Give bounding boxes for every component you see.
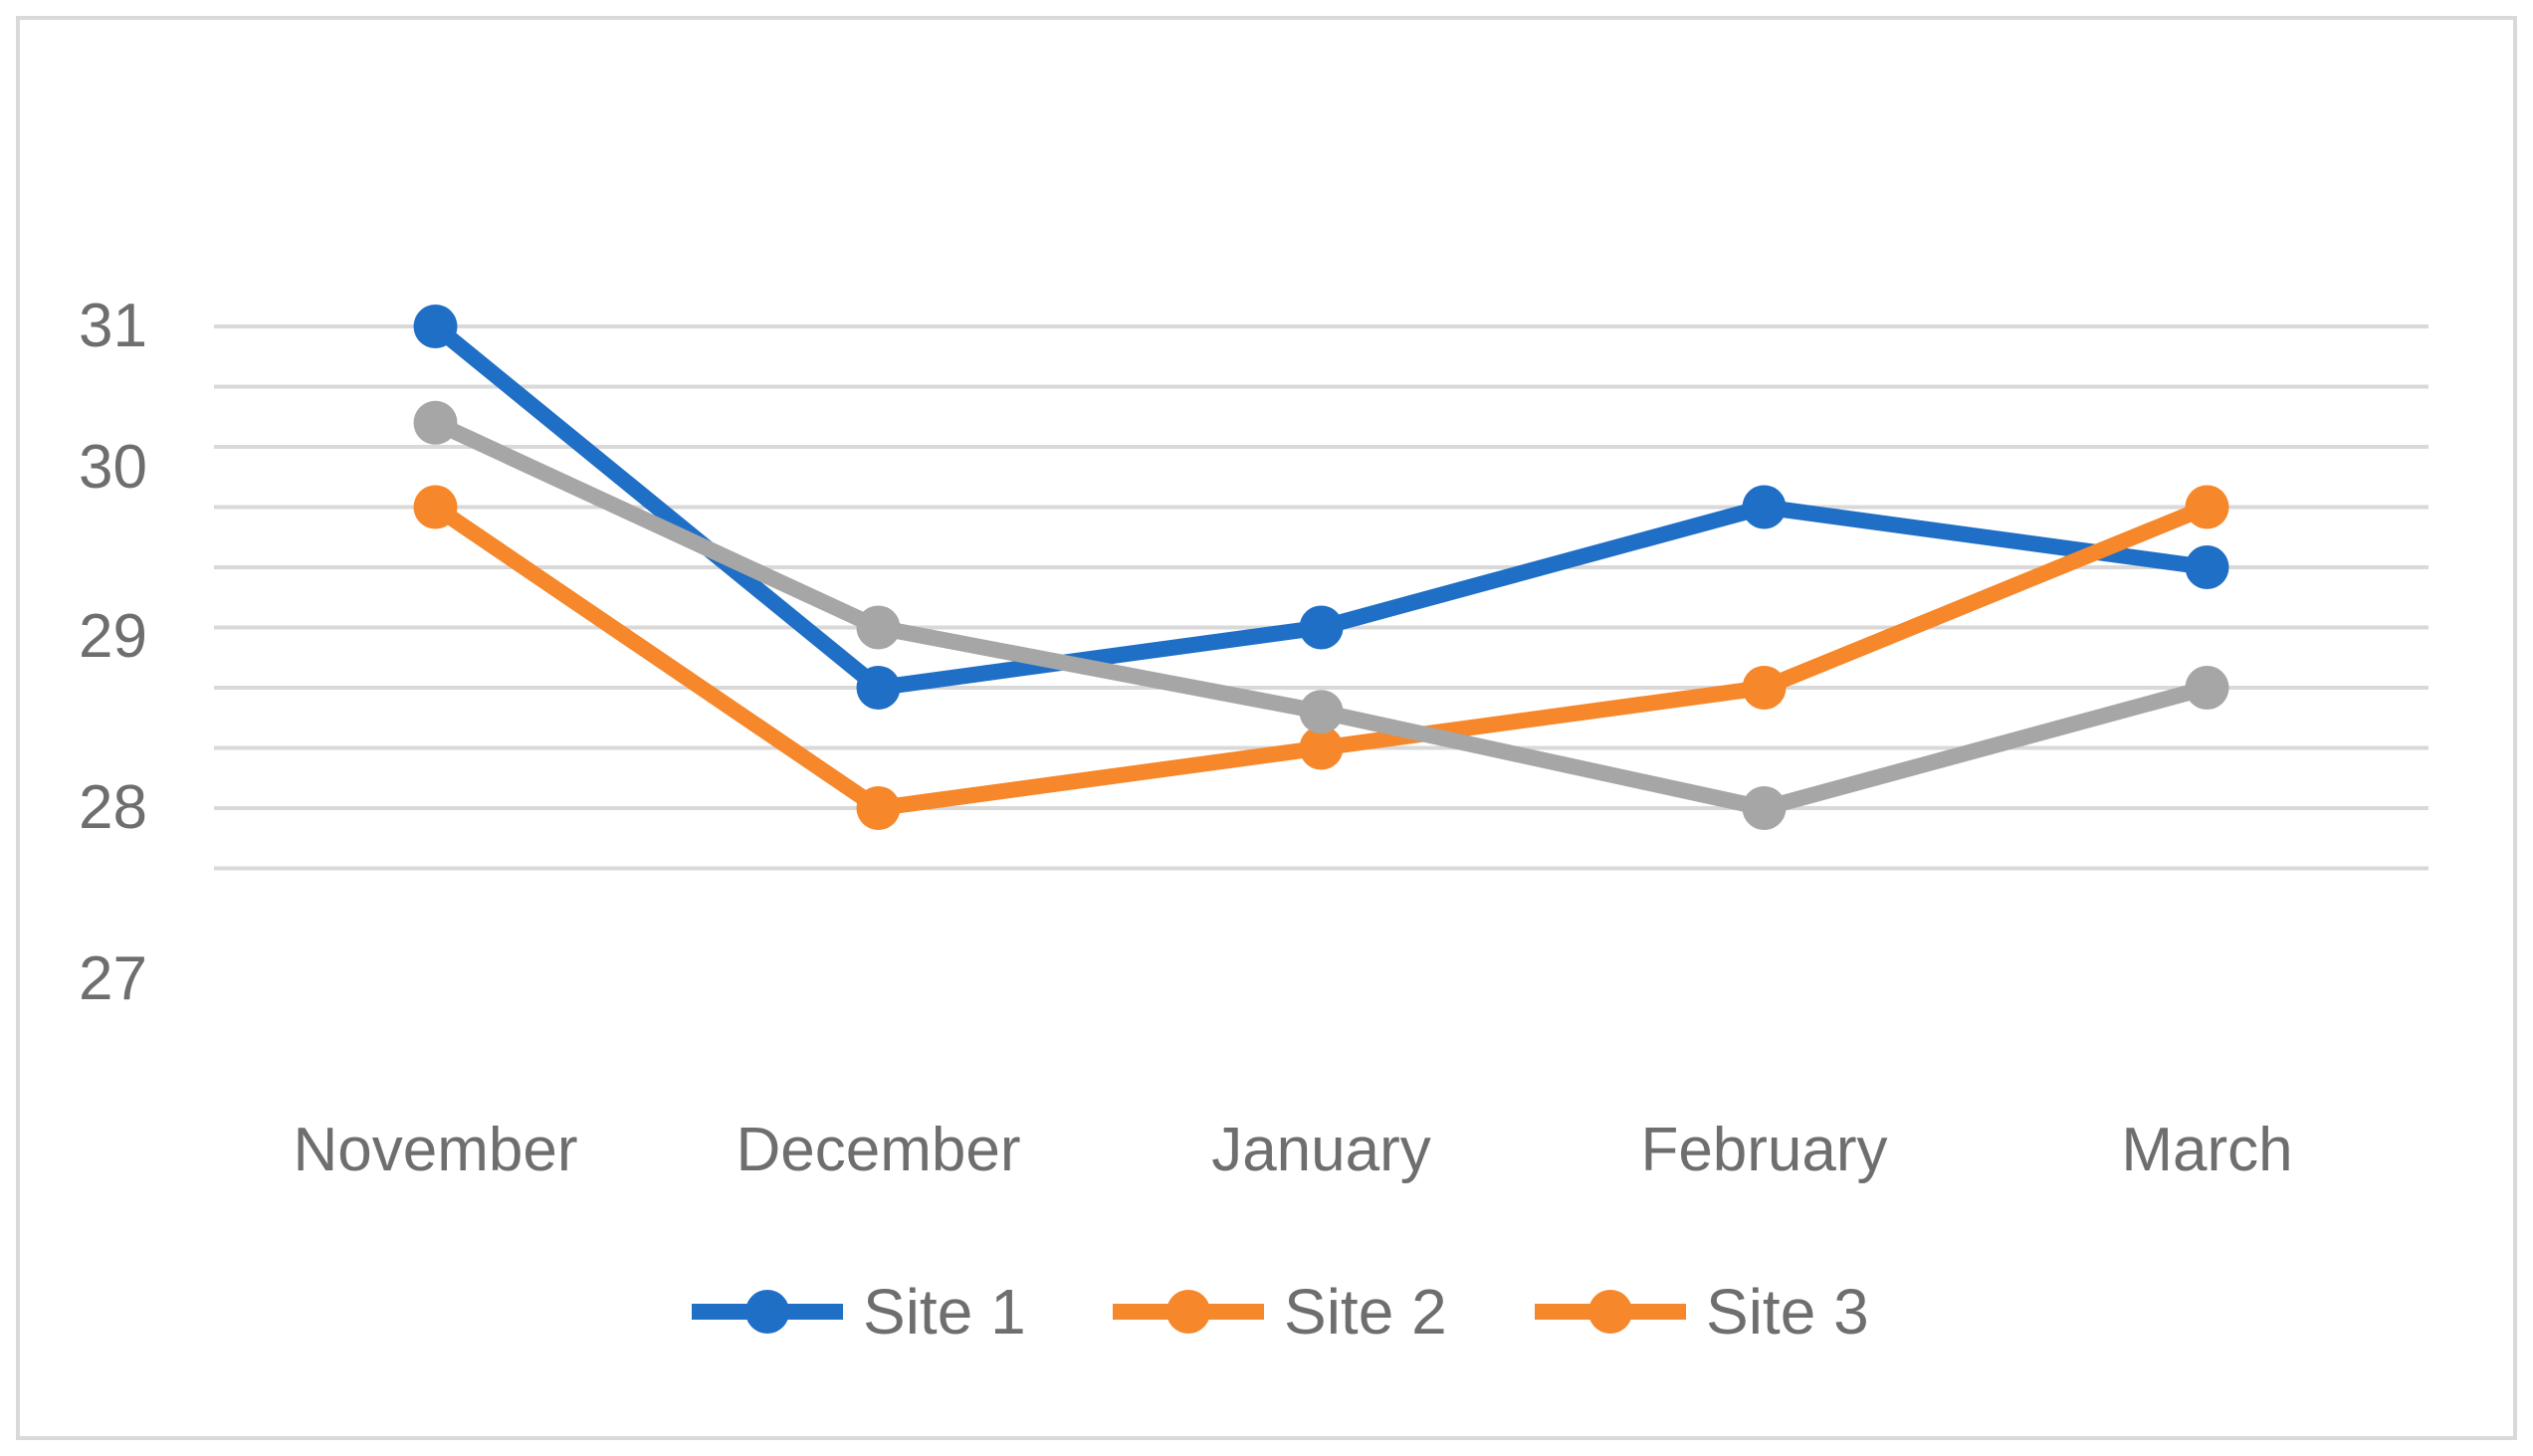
data-point [1742, 666, 1787, 710]
data-point [856, 666, 901, 710]
data-point [856, 786, 901, 830]
data-point [1299, 726, 1344, 770]
data-point [2185, 485, 2229, 529]
legend: Site 1 Site 2 Site 3 [692, 1276, 1869, 1348]
legend-item: Site 3 [1535, 1276, 1869, 1348]
y-tick-label: 30 [79, 433, 147, 502]
data-point [413, 485, 458, 529]
x-tick-label: January [1211, 1116, 1431, 1184]
series-layer [413, 305, 2229, 830]
data-point [1742, 485, 1787, 529]
x-tick-label: February [1640, 1116, 1887, 1184]
gridlines [214, 324, 2428, 871]
data-point [413, 400, 458, 445]
chart-frame [16, 16, 2517, 1440]
data-point [1299, 605, 1344, 650]
data-point [856, 605, 901, 650]
x-tick-label: November [294, 1116, 578, 1184]
data-point [1742, 786, 1787, 830]
legend-swatch-marker [1166, 1290, 1210, 1334]
y-axis-ticks: 31 30 29 28 27 [79, 292, 147, 1013]
y-tick-label: 29 [79, 602, 147, 671]
legend-label: Site 3 [1706, 1276, 1869, 1348]
legend-swatch-marker [745, 1290, 789, 1334]
data-point [1299, 690, 1344, 734]
y-tick-label: 28 [79, 773, 147, 842]
legend-label: Site 1 [863, 1276, 1026, 1348]
series-3 [413, 400, 2229, 830]
legend-item: Site 1 [692, 1276, 1026, 1348]
x-tick-label: December [737, 1116, 1021, 1184]
data-point [2185, 545, 2229, 589]
x-tick-label: March [2121, 1116, 2292, 1184]
data-point [413, 305, 458, 348]
x-axis-ticks: November December January February March [294, 1116, 2293, 1184]
series-2 [413, 485, 2229, 830]
y-tick-label: 27 [79, 944, 147, 1013]
legend-swatch-marker [1588, 1290, 1632, 1334]
data-point [2185, 666, 2229, 710]
legend-label: Site 2 [1284, 1276, 1447, 1348]
y-tick-label: 31 [79, 292, 147, 360]
legend-item: Site 2 [1113, 1276, 1447, 1348]
